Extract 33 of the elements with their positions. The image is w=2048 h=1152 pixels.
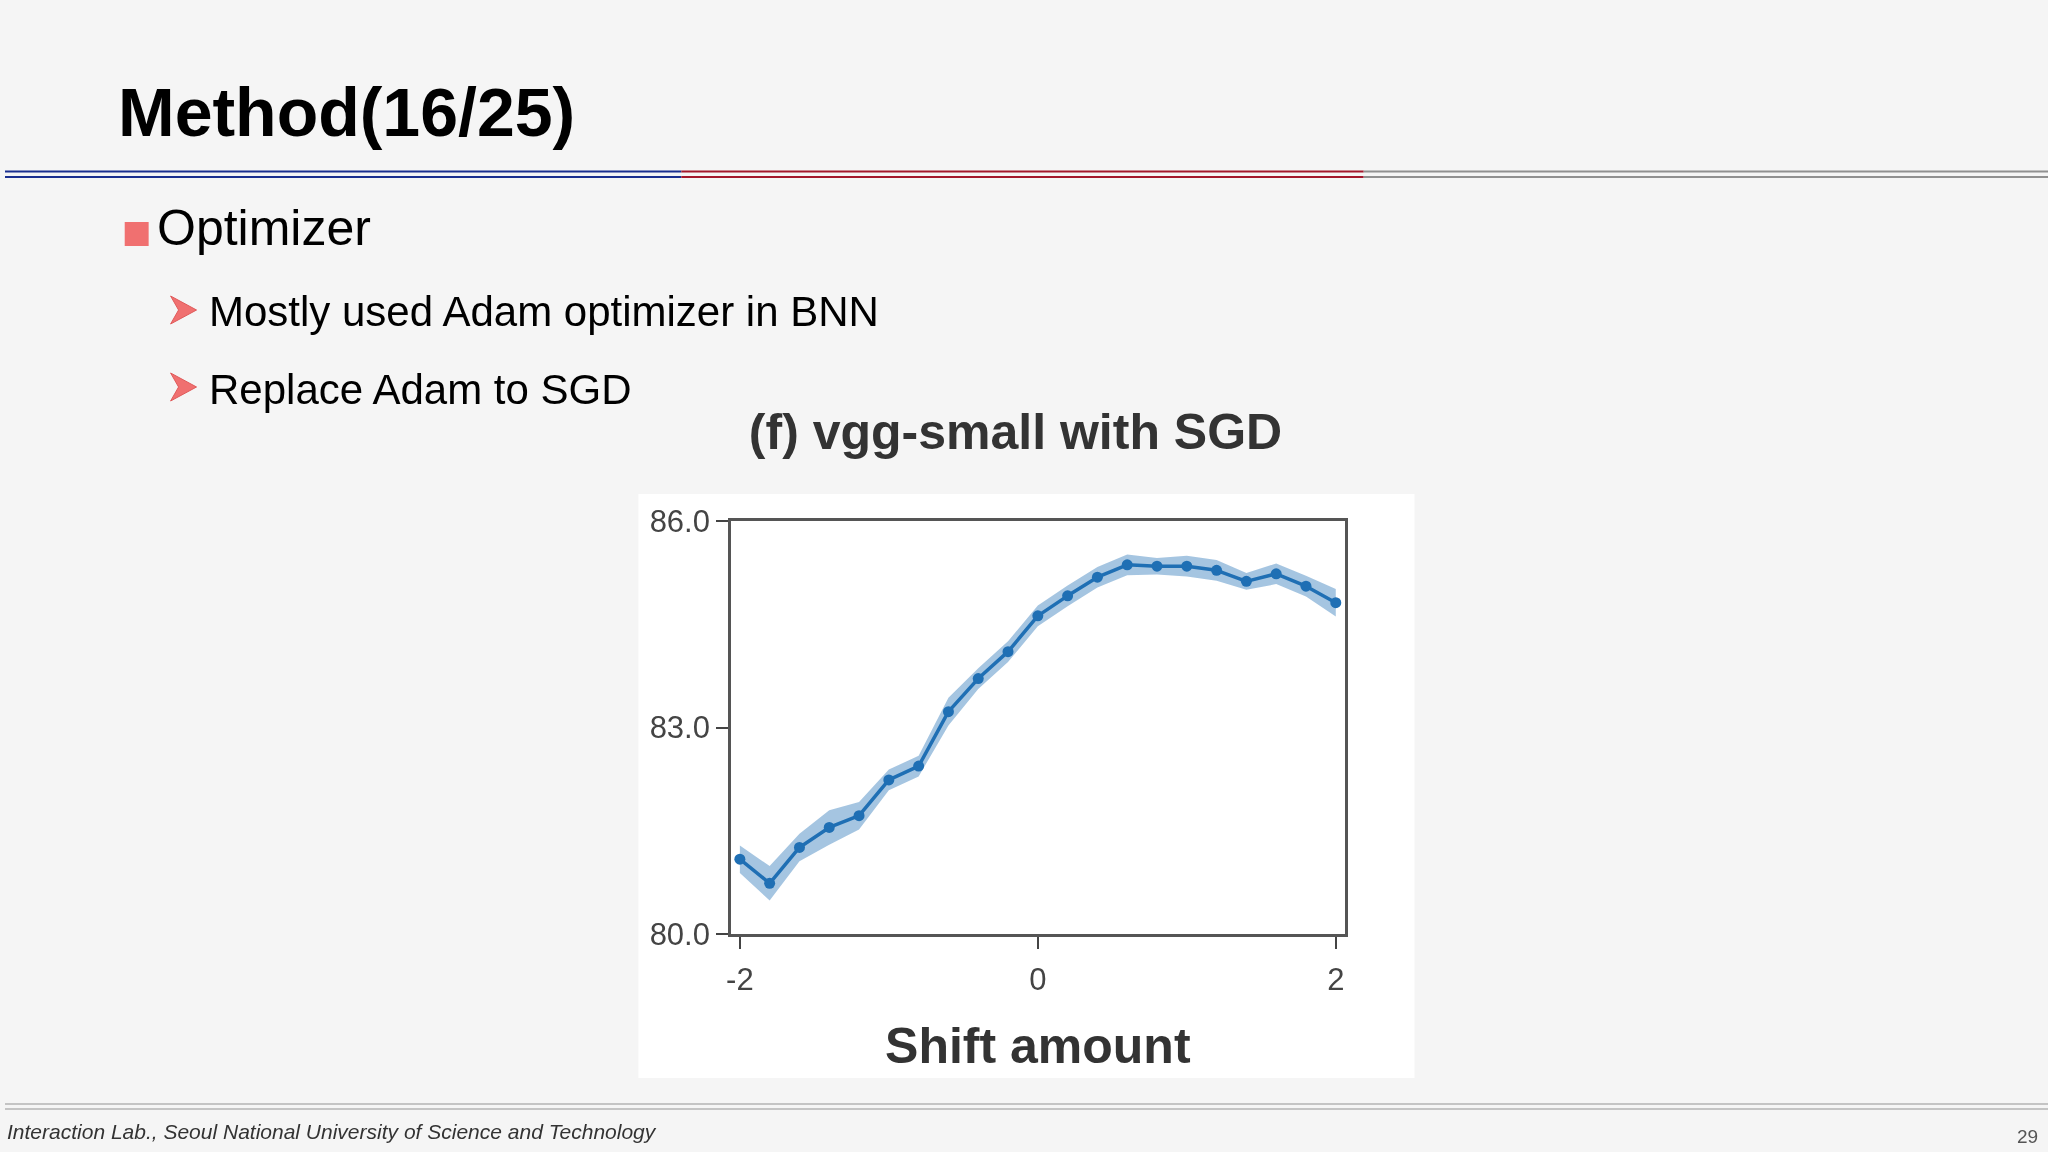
point	[853, 810, 865, 822]
point	[1211, 564, 1223, 576]
point	[942, 706, 954, 718]
text: 29	[2017, 1126, 2039, 1147]
x-axis-title: Shift amount	[885, 1017, 1191, 1074]
text: Method(16/25)	[118, 74, 576, 150]
point	[883, 774, 895, 786]
text: Optimizer	[157, 200, 371, 256]
x-tick-label: 0	[1029, 962, 1047, 998]
x-tick-label: 2	[1327, 962, 1345, 998]
point	[823, 821, 835, 833]
y-tick-label: 83.0	[649, 710, 710, 746]
point	[1270, 568, 1282, 580]
point	[793, 841, 805, 853]
point	[1330, 597, 1342, 609]
point	[972, 673, 984, 685]
point	[1121, 559, 1133, 571]
text: Replace Adam to SGD	[209, 366, 632, 413]
point	[764, 877, 776, 889]
chart-title: (f) vgg-small with SGD	[748, 403, 1283, 460]
point	[734, 853, 746, 865]
point	[1300, 580, 1312, 592]
y-tick-label: 86.0	[649, 503, 710, 539]
point	[1151, 560, 1163, 572]
point	[1240, 575, 1252, 587]
x-tick-label: -2	[726, 962, 754, 998]
y-tick-label: 80.0	[649, 917, 710, 953]
text: Interaction Lab., Seoul National University of Science and Technology	[7, 1120, 657, 1143]
point	[1091, 571, 1103, 583]
point	[1062, 590, 1074, 602]
point	[1032, 610, 1044, 622]
point	[1181, 560, 1193, 572]
text: Mostly used Adam optimizer in BNN	[209, 288, 879, 335]
